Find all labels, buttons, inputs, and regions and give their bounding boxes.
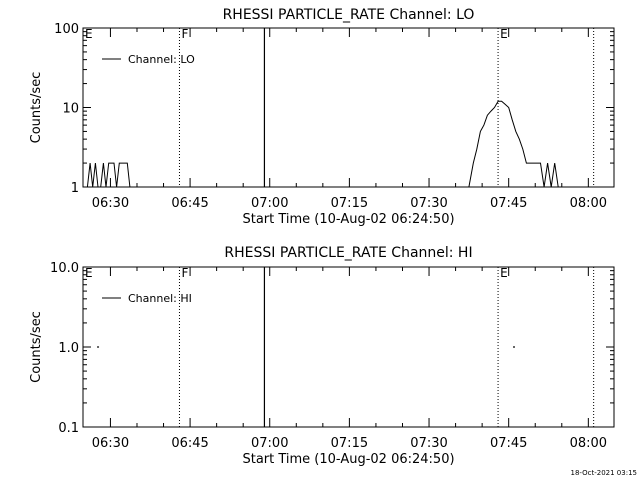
x-tick-label: 07:00	[251, 436, 288, 451]
x-tick-label: 07:00	[251, 196, 288, 211]
plot-frame	[82, 266, 615, 428]
x-axis-label: Start Time (10-Aug-02 06:24:50)	[242, 452, 454, 467]
x-tick-label: 07:45	[490, 196, 527, 211]
legend-label: Channel: LO	[128, 53, 195, 66]
x-tick-label: 07:30	[410, 436, 447, 451]
x-tick-label: 07:15	[331, 436, 368, 451]
x-tick-label: 06:45	[171, 196, 208, 211]
chart-panel-hi: RHESSI PARTICLE_RATE Channel: HI 0.1 1.0 10…	[29, 245, 615, 467]
event-marker-label: E	[500, 27, 508, 41]
y-tick-label: 1	[71, 181, 79, 196]
event-marker-label: E	[85, 27, 93, 41]
y-tick-label: 100	[54, 22, 79, 37]
chart-title: RHESSI PARTICLE_RATE Channel: HI	[224, 245, 472, 261]
x-tick-label: 06:30	[92, 196, 129, 211]
y-axis-label: Counts/sec	[29, 72, 44, 144]
x-tick-label: 07:45	[490, 436, 527, 451]
y-tick-label: 1.0	[58, 341, 79, 356]
chart-title: RHESSI PARTICLE_RATE Channel: LO	[223, 7, 475, 23]
x-axis-label: Start Time (10-Aug-02 06:24:50)	[242, 212, 454, 227]
x-tick-label: 08:00	[570, 436, 607, 451]
legend-label: Channel: HI	[128, 292, 192, 305]
footer-timestamp: 18-Oct-2021 03:15	[571, 469, 637, 477]
x-tick-label: 06:30	[92, 436, 129, 451]
chart-panel-lo: RHESSI PARTICLE_RATE Channel: LO 1 10 100 06…	[29, 7, 615, 227]
y-tick-label: 10	[62, 102, 79, 117]
y-axis-label: Counts/sec	[29, 311, 44, 383]
event-marker-label: F	[181, 266, 188, 280]
series-line	[83, 100, 562, 188]
y-tick-label: 10.0	[50, 261, 79, 276]
x-tick-label: 06:45	[171, 436, 208, 451]
x-tick-label: 07:15	[331, 196, 368, 211]
event-marker-label: E	[500, 266, 508, 280]
event-marker-label: F	[181, 27, 188, 41]
event-marker-label: E	[85, 266, 93, 280]
x-tick-label: 07:30	[410, 196, 447, 211]
y-tick-label: 0.1	[58, 421, 79, 436]
x-tick-label: 08:00	[570, 196, 607, 211]
